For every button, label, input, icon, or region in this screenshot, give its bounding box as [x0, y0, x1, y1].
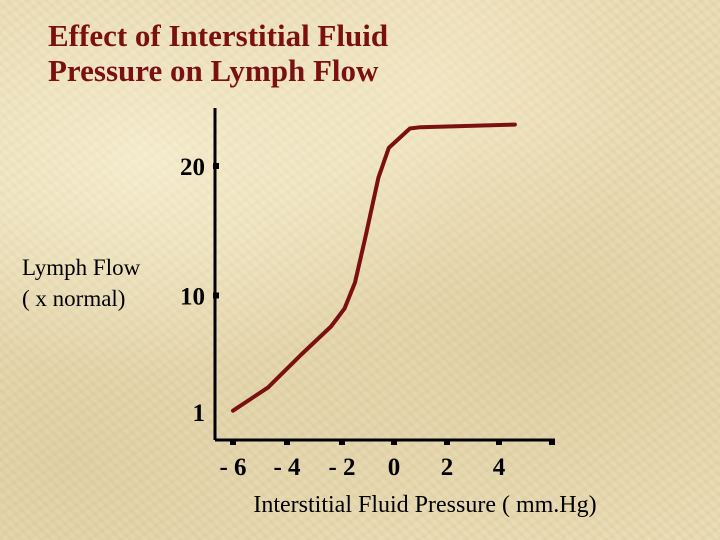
chart-title-line-2: Pressure on Lymph Flow	[48, 53, 379, 88]
x-tick-mark	[391, 439, 397, 445]
x-axis-label: Interstitial Fluid Pressure ( mm.Hg)	[253, 492, 596, 518]
x-tick-mark	[444, 439, 450, 445]
y-tick-mark	[213, 292, 219, 299]
x-tick-mark	[284, 439, 290, 445]
x-tick-mark	[339, 439, 345, 445]
y-tick-label: 20	[180, 154, 205, 181]
x-tick-label: - 6	[219, 454, 246, 481]
y-axis-label: Lymph Flow ( x normal)	[22, 252, 140, 314]
series-line	[231, 122, 517, 413]
chart-title: Effect of Interstitial Fluid Pressure on…	[48, 18, 388, 88]
x-axis-ticks: - 6 - 4 - 2 0 2 4	[219, 439, 555, 481]
x-tick-mark	[496, 439, 502, 445]
x-tick-label: 0	[388, 454, 401, 481]
chart-title-line-1: Effect of Interstitial Fluid	[48, 18, 389, 53]
y-axis-ticks: 1 10 20	[180, 154, 219, 427]
y-axis-label-line-2: ( x normal)	[22, 286, 126, 311]
x-tick-label: 4	[493, 454, 506, 481]
y-tick-label: 10	[180, 283, 205, 310]
y-axis-label-line-1: Lymph Flow	[22, 255, 141, 280]
x-tick-mark	[230, 439, 236, 445]
chart-series	[231, 122, 517, 413]
x-tick-mark	[549, 439, 555, 445]
y-tick-mark	[213, 163, 219, 169]
x-tick-label: 2	[441, 454, 454, 481]
x-tick-label: - 2	[328, 454, 355, 481]
y-tick-label: 1	[193, 400, 206, 427]
x-tick-label: - 4	[273, 454, 301, 481]
